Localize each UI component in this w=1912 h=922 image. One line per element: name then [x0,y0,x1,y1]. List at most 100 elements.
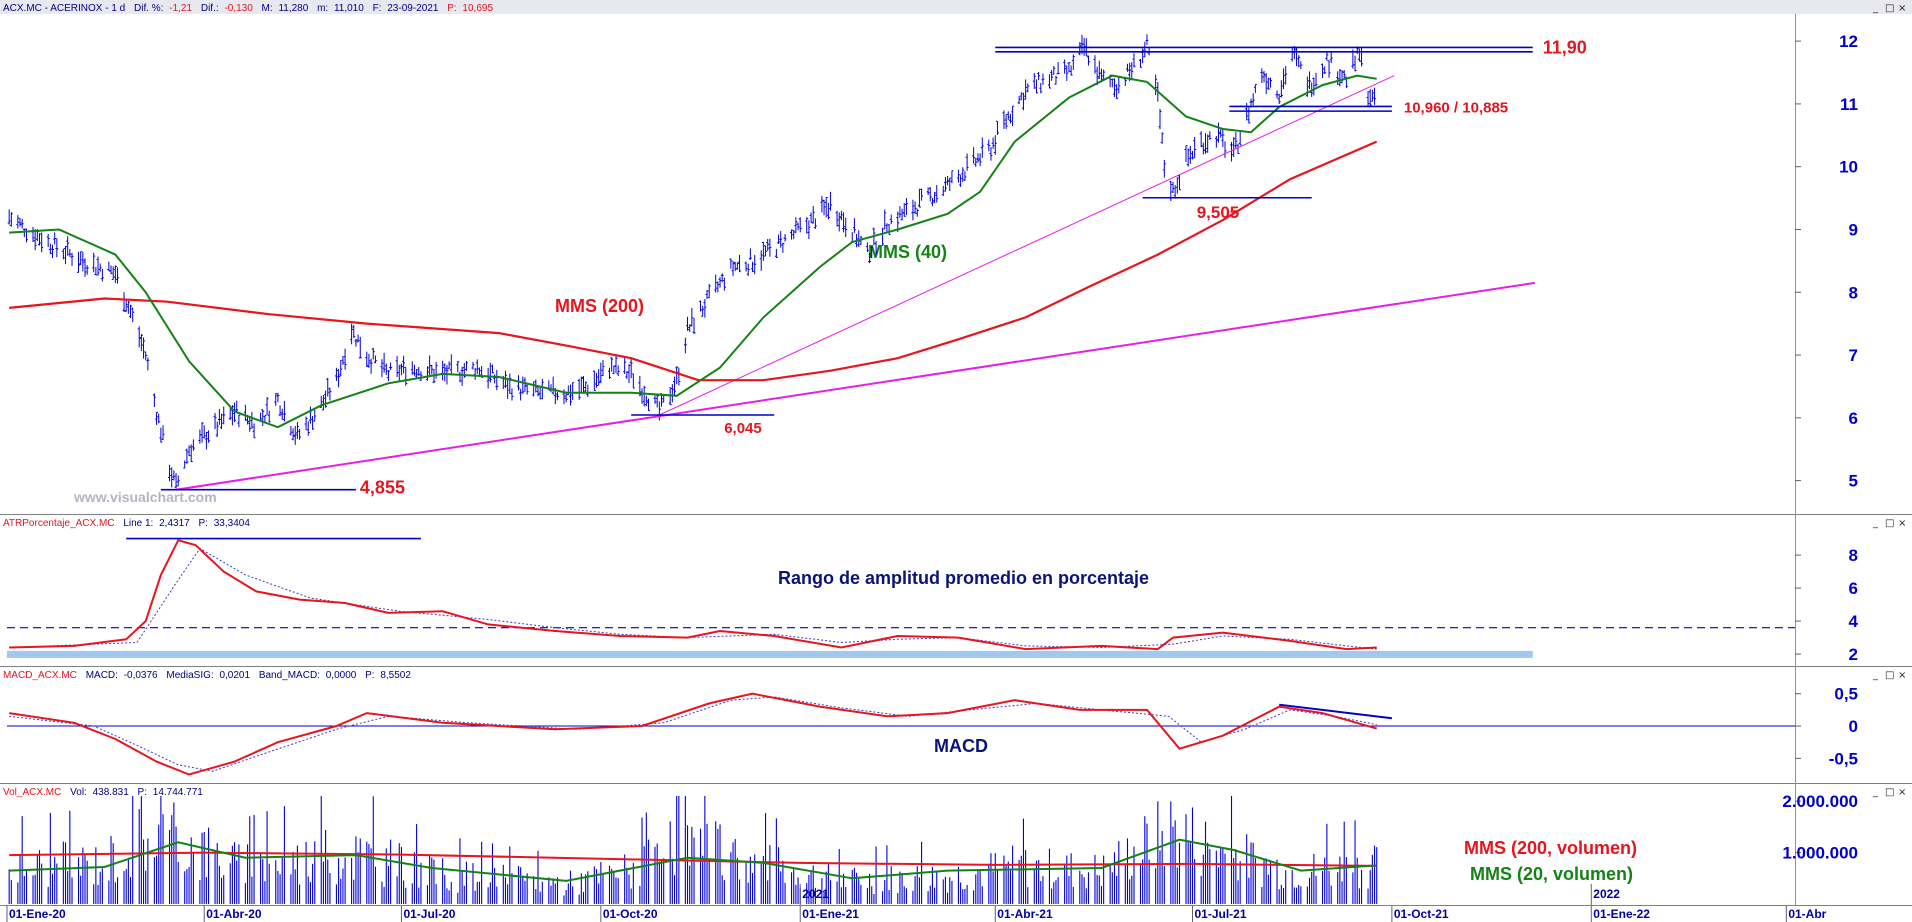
price-bar [980,137,984,158]
price-bar [81,251,85,272]
price-bar [516,375,520,391]
price-bar [222,406,226,425]
price-bar [475,359,479,375]
atr-maximize-button[interactable]: □ [1885,518,1894,529]
price-bar [1251,93,1255,106]
price-bar [1186,148,1190,167]
volume-close-button[interactable]: × [1898,787,1906,798]
atr-window-controls[interactable]: _ □ × [1872,518,1906,529]
price-bar [690,307,694,327]
volume-minimize-button[interactable]: _ [1872,787,1879,798]
price-bar [1247,106,1251,124]
price-bar [276,392,280,403]
price-bar [352,324,356,338]
price-bar [1366,91,1370,107]
price-bar [304,416,308,431]
mms200-line [9,140,1378,382]
price-bar [614,354,618,374]
price-bar [746,263,750,276]
price-bar [202,425,206,439]
price-bar [295,422,299,439]
atr-band [7,650,1533,658]
price-bar [759,250,763,271]
price-bar [744,261,748,272]
price-bar [217,408,221,425]
close-button[interactable]: × [1898,3,1906,14]
price-bar [1175,177,1179,194]
price-bar [972,147,976,164]
price-bar [1188,145,1192,164]
atr-panel-title: Rango de amplitud promedio en porcentaje [778,568,1149,588]
atr-minimize-button[interactable]: _ [1872,518,1879,529]
price-bar [291,428,295,441]
x-axis-label: 01-Oct-20 [603,907,658,921]
price-bar [228,406,232,420]
price-bar [928,186,932,202]
price-bar [187,445,191,457]
maximize-button[interactable]: □ [1885,3,1894,14]
atr-close-button[interactable]: × [1898,518,1906,529]
price-bar [1006,111,1010,121]
price-bar [261,409,265,427]
minimize-button[interactable]: _ [1872,3,1879,14]
price-bar [53,232,57,245]
volume-maximize-button[interactable]: □ [1885,787,1894,798]
price-bar [1004,114,1008,129]
price-bar [129,304,133,319]
price-bar [1219,129,1223,138]
price-bar [707,284,711,299]
price-bar [1071,54,1075,70]
macd-minimize-button[interactable]: _ [1872,670,1879,681]
price-bar [790,229,794,240]
price-bar [298,428,302,440]
macd-window-controls[interactable]: _ □ × [1872,670,1906,681]
price-bar [1232,137,1236,158]
price-bar [447,361,451,369]
price-bar [172,470,176,481]
price-bar [146,357,150,371]
price-bar [777,234,781,244]
price-header: ACX.MC - ACERINOX - 1 d Dif. %: -1,21 Di… [3,3,493,14]
price-bar [655,394,659,408]
price-bar [367,353,371,368]
price-bar [191,439,195,451]
price-bar [293,426,297,445]
price-bar [768,238,772,257]
price-y-tick-label: 8 [1849,283,1858,302]
price-bar [373,355,377,364]
price-bar [1262,70,1266,83]
header-price: 10,695 [462,3,493,14]
price-bar [326,377,330,397]
price-bar [1086,55,1090,66]
price-bar [627,364,631,384]
price-bar [1214,136,1218,148]
price-bar [673,376,677,397]
price-bar [956,169,960,183]
price-bar [168,464,172,482]
price-bar [1065,65,1069,81]
price-bar [807,220,811,240]
macd-header: MACD_ACX.MC MACD: -0,0376 MediaSIG: 0,02… [3,670,411,681]
price-bar [48,243,52,255]
price-bar [571,382,575,400]
price-bar [703,299,707,318]
macd-close-button[interactable]: × [1898,670,1906,681]
price-bar [389,362,393,371]
price-bar [822,199,826,216]
price-bar [731,261,735,277]
price-bar [525,384,529,395]
price-window-controls[interactable]: _ □ × [1872,3,1906,14]
price-bar [380,359,384,378]
volume-window-controls[interactable]: _ □ × [1872,787,1906,798]
price-bar [1021,92,1025,111]
price-bar [365,351,369,368]
macd-maximize-button[interactable]: □ [1885,670,1894,681]
price-bar [1032,73,1036,89]
price-bar [738,254,742,273]
price-bar [412,364,416,376]
price-bar [581,376,585,394]
macd-line [9,692,1377,776]
price-bar [139,333,143,352]
price-bar [334,367,338,382]
price-bar [96,256,100,276]
